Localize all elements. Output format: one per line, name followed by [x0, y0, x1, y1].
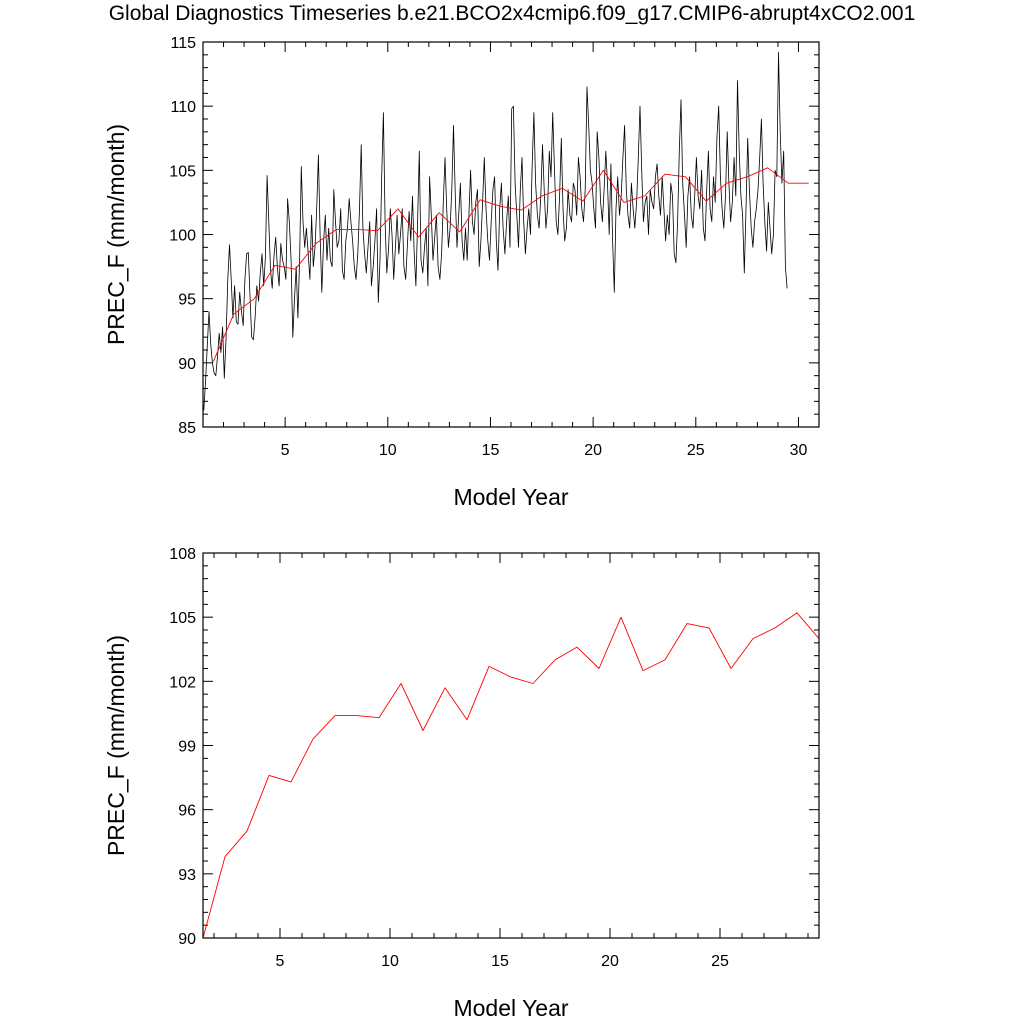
bottom-panel: 90 93 96 99 102 105 108 5 10 15 20 25 Model Year PREC… — [103, 546, 820, 1021]
y-tick-label: 96 — [178, 803, 196, 820]
y-tick-label: 95 — [178, 292, 196, 309]
plot-frame — [202, 41, 820, 428]
y-tick-label: 108 — [169, 546, 196, 563]
x-tick-label: 15 — [482, 442, 500, 459]
x-tick-label: 25 — [711, 953, 729, 970]
y-tick-label: 90 — [178, 356, 196, 373]
plot-frame — [202, 552, 820, 939]
y-tick-label: 105 — [169, 610, 196, 627]
x-tick-label: 10 — [379, 442, 397, 459]
top-panel: 85 90 95 100 105 110 115 5 10 15 20 25 30 Model Year P… — [103, 35, 820, 510]
y-tick-label: 99 — [178, 739, 196, 756]
x-axis-title: Model Year — [453, 484, 568, 510]
y-tick-label: 115 — [170, 35, 196, 52]
x-tick-label: 10 — [381, 953, 399, 970]
x-tick-label: 20 — [584, 442, 602, 459]
x-tick-label: 20 — [601, 953, 619, 970]
x-tick-label: 30 — [790, 442, 808, 459]
y-tick-label: 105 — [169, 163, 196, 180]
y-tick-label: 100 — [169, 228, 196, 245]
annual-series-line — [202, 612, 820, 939]
x-tick-label: 25 — [687, 442, 705, 459]
x-tick-label: 5 — [281, 442, 290, 459]
monthly-series-line — [203, 51, 788, 411]
page-title: Global Diagnostics Timeseries b.e21.BCO2… — [108, 2, 916, 25]
annual-series-line — [212, 167, 809, 362]
y-tick-label: 90 — [178, 931, 196, 948]
x-axis-title: Model Year — [453, 995, 568, 1021]
y-tick-label: 93 — [178, 867, 196, 884]
y-axis-title: PREC_F (mm/month) — [103, 124, 129, 345]
y-tick-label: 102 — [169, 674, 196, 691]
x-tick-label: 15 — [491, 953, 509, 970]
y-tick-label: 110 — [170, 99, 196, 116]
y-tick-label: 85 — [178, 420, 196, 437]
y-axis-title: PREC_F (mm/month) — [103, 635, 129, 856]
x-tick-label: 5 — [276, 953, 285, 970]
